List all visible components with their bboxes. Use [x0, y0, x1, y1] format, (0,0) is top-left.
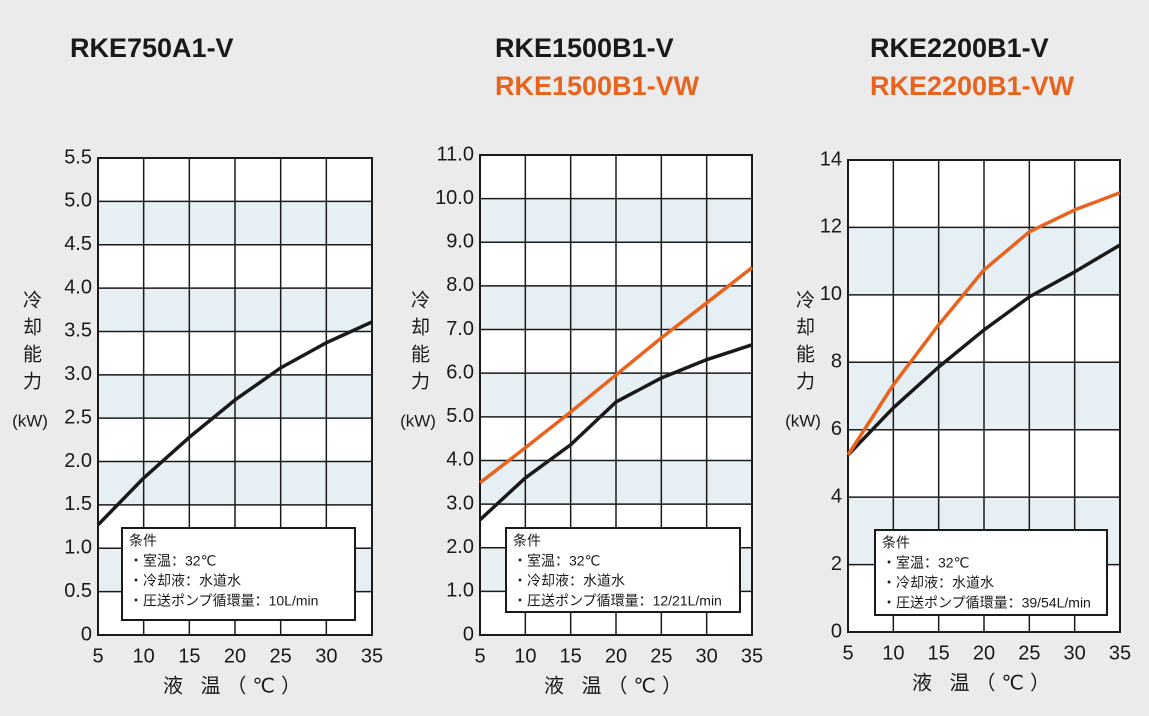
- y-tick-label: 9.0: [446, 231, 474, 253]
- y-tick-label: 7.0: [446, 318, 474, 340]
- y-tick-label: 4.5: [64, 233, 92, 255]
- series-title: RKE2200B1-V: [870, 33, 1049, 63]
- condition-box: [121, 527, 356, 621]
- y-tick-label: 12: [820, 216, 842, 238]
- x-axis-label: 液 温（℃）: [544, 674, 688, 697]
- condition-text: ・室温：32℃: [882, 555, 969, 571]
- y-tick-label: 1.0: [64, 537, 92, 559]
- condition-text: ・室温：32℃: [129, 553, 216, 569]
- x-tick-label: 20: [605, 645, 627, 667]
- y-tick-label: 8.0: [446, 274, 474, 296]
- condition-text: 条件: [513, 533, 541, 549]
- x-tick-label: 35: [1109, 642, 1131, 664]
- y-tick-label: 2: [831, 553, 842, 575]
- y-tick-label: 4.0: [64, 276, 92, 298]
- x-tick-label: 15: [178, 645, 200, 667]
- condition-text: ・冷却液：水道水: [513, 573, 625, 589]
- y-tick-label: 14: [820, 148, 842, 170]
- y-tick-label: 5.5: [64, 146, 92, 168]
- x-tick-label: 5: [92, 645, 103, 667]
- x-tick-label: 15: [928, 642, 950, 664]
- condition-text: ・冷却液：水道水: [882, 575, 994, 591]
- y-tick-label: 2.0: [446, 536, 474, 558]
- x-tick-label: 10: [133, 645, 155, 667]
- x-tick-label: 30: [315, 645, 337, 667]
- y-axis-label: 冷却能力: [20, 290, 42, 398]
- x-tick-label: 35: [741, 645, 763, 667]
- y-tick-label: 1.0: [446, 580, 474, 602]
- condition-text: ・冷却液：水道水: [129, 573, 241, 589]
- y-tick-label: 5.0: [64, 190, 92, 212]
- x-axis-label: 液 温（℃）: [912, 671, 1056, 694]
- series-title: RKE1500B1-VW: [495, 71, 700, 101]
- x-tick-label: 30: [696, 645, 718, 667]
- x-tick-label: 5: [474, 645, 485, 667]
- series-line: [846, 243, 1121, 457]
- y-tick-label: 3.0: [446, 492, 474, 514]
- x-tick-label: 15: [560, 645, 582, 667]
- condition-text: ・圧送ポンプ循環量：10L/min: [129, 593, 318, 609]
- condition-text: ・圧送ポンプ循環量：12/21L/min: [513, 593, 722, 609]
- y-tick-label: 0.5: [64, 580, 92, 602]
- y-tick-label: 0: [81, 623, 92, 645]
- series-title: RKE2200B1-VW: [870, 71, 1075, 101]
- x-axis-label: 液 温（℃）: [163, 674, 307, 697]
- x-tick-label: 20: [224, 645, 246, 667]
- y-tick-label: 10.0: [435, 187, 474, 209]
- x-tick-label: 25: [270, 645, 292, 667]
- y-axis-unit: (kW): [12, 411, 48, 430]
- condition-text: 条件: [129, 533, 157, 549]
- y-tick-label: 3.5: [64, 320, 92, 342]
- x-tick-label: 30: [1064, 642, 1086, 664]
- y-axis-unit: (kW): [400, 411, 436, 430]
- y-tick-label: 10: [820, 283, 842, 305]
- series-title: RKE750A1-V: [70, 33, 234, 63]
- x-tick-label: 25: [650, 645, 672, 667]
- y-tick-label: 11.0: [437, 143, 474, 165]
- y-tick-label: 6.0: [446, 361, 474, 383]
- x-tick-label: 10: [514, 645, 536, 667]
- condition-text: ・圧送ポンプ循環量：39/54L/min: [882, 595, 1091, 611]
- y-tick-label: 2.0: [64, 450, 92, 472]
- condition-box: [505, 527, 741, 613]
- condition-box: [874, 529, 1108, 616]
- y-tick-label: 4: [831, 485, 842, 507]
- series-title: RKE1500B1-V: [495, 33, 674, 63]
- y-tick-label: 6: [831, 418, 842, 440]
- series-line: [478, 266, 754, 485]
- y-tick-label: 0: [463, 623, 474, 645]
- x-tick-label: 10: [882, 642, 904, 664]
- series-line: [96, 320, 373, 527]
- plot-frame: [847, 159, 1121, 633]
- y-tick-label: 5.0: [446, 405, 474, 427]
- condition-text: ・室温：32℃: [513, 553, 600, 569]
- y-tick-label: 1.5: [64, 493, 92, 515]
- y-tick-label: 0: [831, 620, 842, 642]
- y-tick-label: 2.5: [64, 406, 92, 428]
- y-axis-label: 冷却能力: [793, 290, 815, 398]
- y-tick-label: 4.0: [446, 449, 474, 471]
- x-tick-label: 20: [973, 642, 995, 664]
- series-line: [846, 191, 1121, 456]
- y-axis-label: 冷却能力: [408, 290, 430, 398]
- x-tick-label: 5: [842, 642, 853, 664]
- series-line: [478, 343, 753, 522]
- plot-frame: [479, 154, 753, 636]
- y-tick-label: 8: [831, 351, 842, 373]
- plot-frame: [97, 157, 373, 636]
- x-tick-label: 35: [361, 645, 383, 667]
- condition-text: 条件: [882, 535, 910, 551]
- x-tick-label: 25: [1018, 642, 1040, 664]
- y-tick-label: 3.0: [64, 363, 92, 385]
- y-axis-unit: (kW): [785, 411, 821, 430]
